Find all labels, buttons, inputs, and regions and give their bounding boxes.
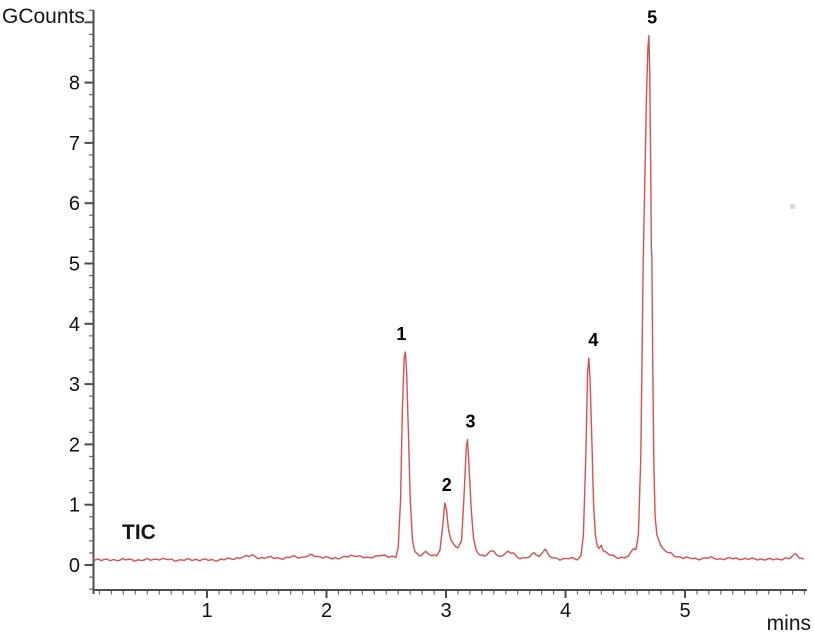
artifact-dot — [790, 204, 795, 209]
y-axis-tick-label: 7 — [69, 133, 80, 155]
x-axis-tick-label: 4 — [560, 600, 571, 622]
y-axis-tick-label: 1 — [69, 495, 80, 517]
y-axis-tick-label: 3 — [69, 374, 80, 396]
peak-label: 1 — [396, 324, 406, 344]
x-axis-tick-label: 3 — [440, 600, 451, 622]
x-axis-unit-label: mins — [766, 612, 811, 635]
peak-label: 4 — [588, 330, 598, 350]
tic-trace — [92, 34, 804, 562]
y-axis-tick-label: 8 — [69, 73, 80, 95]
y-axis-tick-label: 2 — [69, 434, 80, 456]
y-axis-tick-label: 4 — [69, 314, 80, 336]
trace-name-label: TIC — [122, 521, 156, 544]
x-axis-tick-label: 2 — [321, 600, 332, 622]
x-axis-tick-label: 5 — [679, 600, 690, 622]
y-axis-unit-label: GCounts — [2, 5, 85, 28]
peak-label: 5 — [647, 8, 657, 28]
peak-label: 3 — [466, 412, 476, 432]
y-axis-tick-label: 5 — [69, 254, 80, 276]
y-axis-tick-label: 0 — [69, 555, 80, 577]
x-axis-tick-label: 1 — [201, 600, 212, 622]
peak-label: 2 — [442, 475, 452, 495]
y-axis-tick-label: 6 — [69, 193, 80, 215]
